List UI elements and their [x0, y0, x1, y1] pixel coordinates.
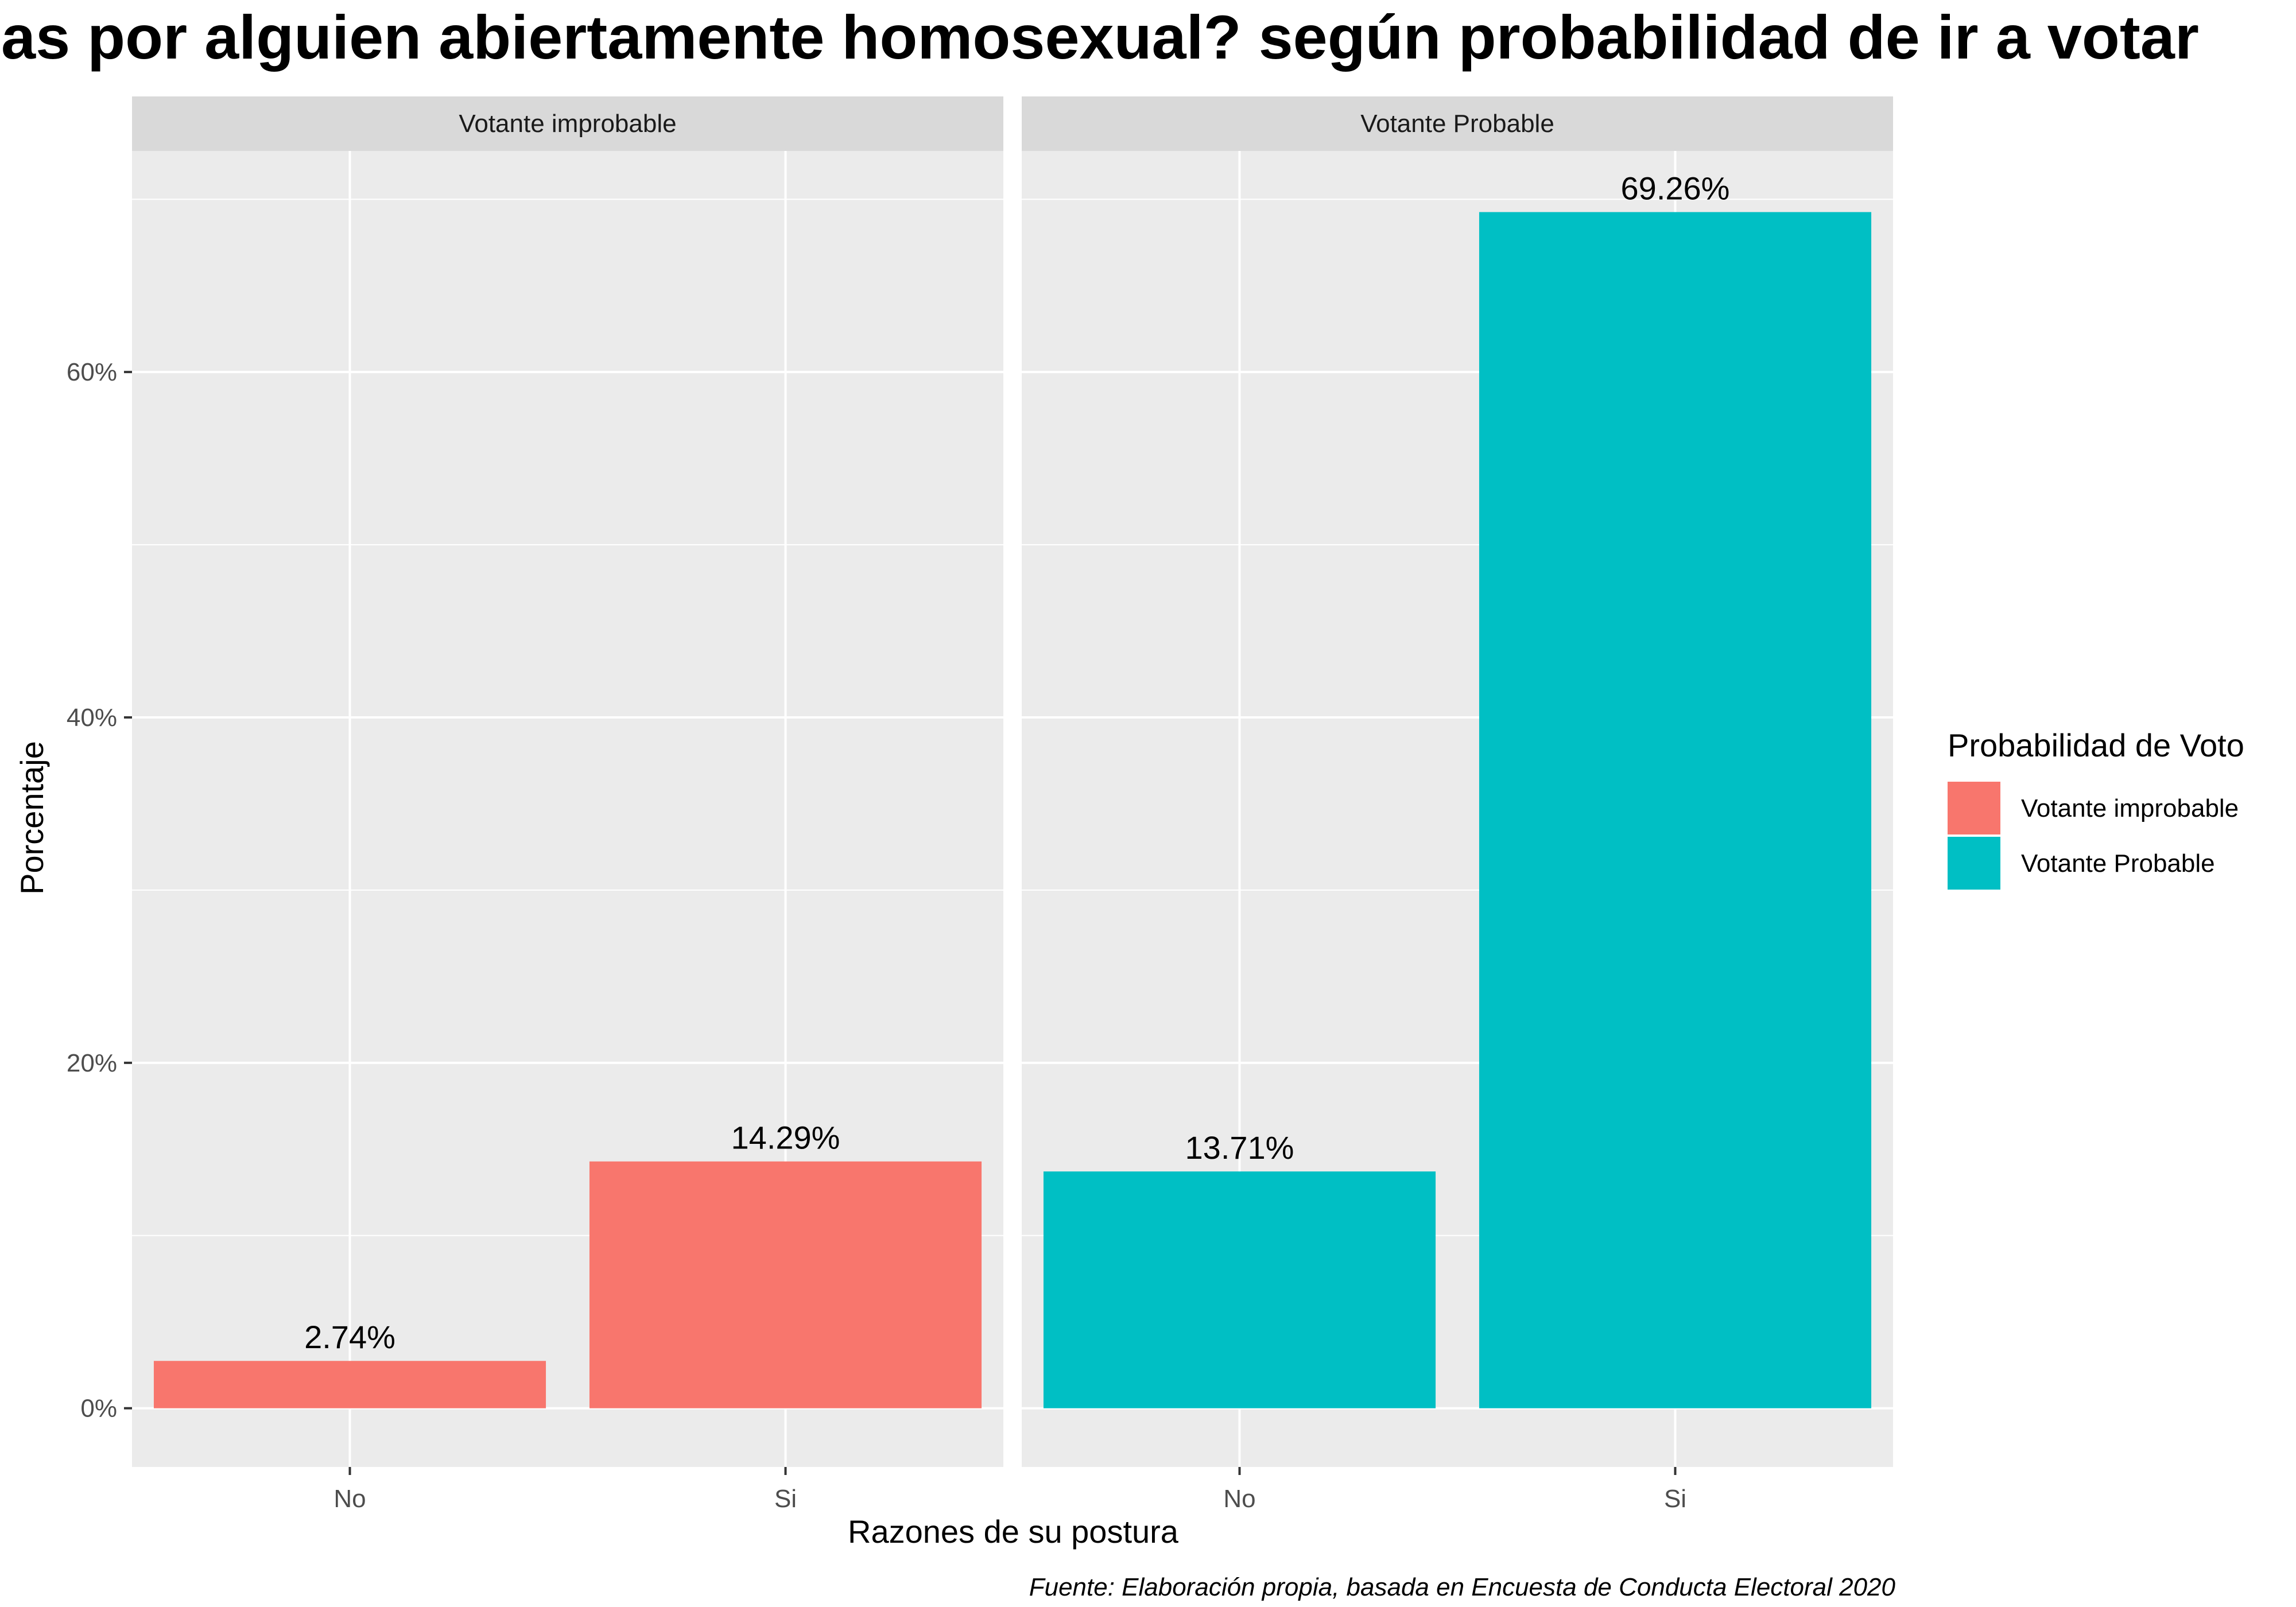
legend-title: Probabilidad de Voto — [1948, 727, 2244, 763]
legend-label-votante-improbable: Votante improbable — [2021, 794, 2239, 822]
chart-title: as por alguien abiertamente homosexual? … — [1, 2, 2199, 72]
legend-key-votante-improbable — [1948, 782, 2000, 834]
facet-strip — [1022, 96, 1893, 151]
y-tick-label: 20% — [67, 1049, 117, 1077]
data-label: 2.74% — [304, 1319, 395, 1355]
caption: Fuente: Elaboración propia, basada en En… — [1029, 1573, 1896, 1601]
facet-strip-label: Votante improbable — [459, 110, 676, 138]
bar — [1479, 212, 1872, 1408]
x-tick-label: Si — [1664, 1485, 1686, 1513]
x-tick-label: No — [1223, 1485, 1255, 1513]
x-tick-label: Si — [774, 1485, 797, 1513]
x-axis-title: Razones de su postura — [848, 1513, 1179, 1550]
data-label: 69.26% — [1621, 170, 1730, 207]
bar — [1043, 1171, 1436, 1408]
legend-key-votante-probable — [1948, 837, 2000, 890]
x-tick-label: No — [333, 1485, 366, 1513]
facet-strip — [132, 96, 1003, 151]
legend-label-votante-probable: Votante Probable — [2021, 849, 2215, 878]
y-tick-label: 40% — [67, 704, 117, 732]
y-tick-label: 60% — [67, 358, 117, 386]
data-label: 13.71% — [1185, 1129, 1294, 1166]
data-label: 14.29% — [731, 1120, 840, 1156]
y-tick-label: 0% — [80, 1395, 117, 1423]
plot-area: Votante improbable 2.74% 14.29% No Si Votante… — [67, 96, 1893, 1513]
y-axis-title: Porcentaje — [14, 741, 50, 895]
bar — [589, 1161, 982, 1408]
facet-strip-label: Votante Probable — [1360, 110, 1554, 138]
bar — [153, 1361, 546, 1408]
